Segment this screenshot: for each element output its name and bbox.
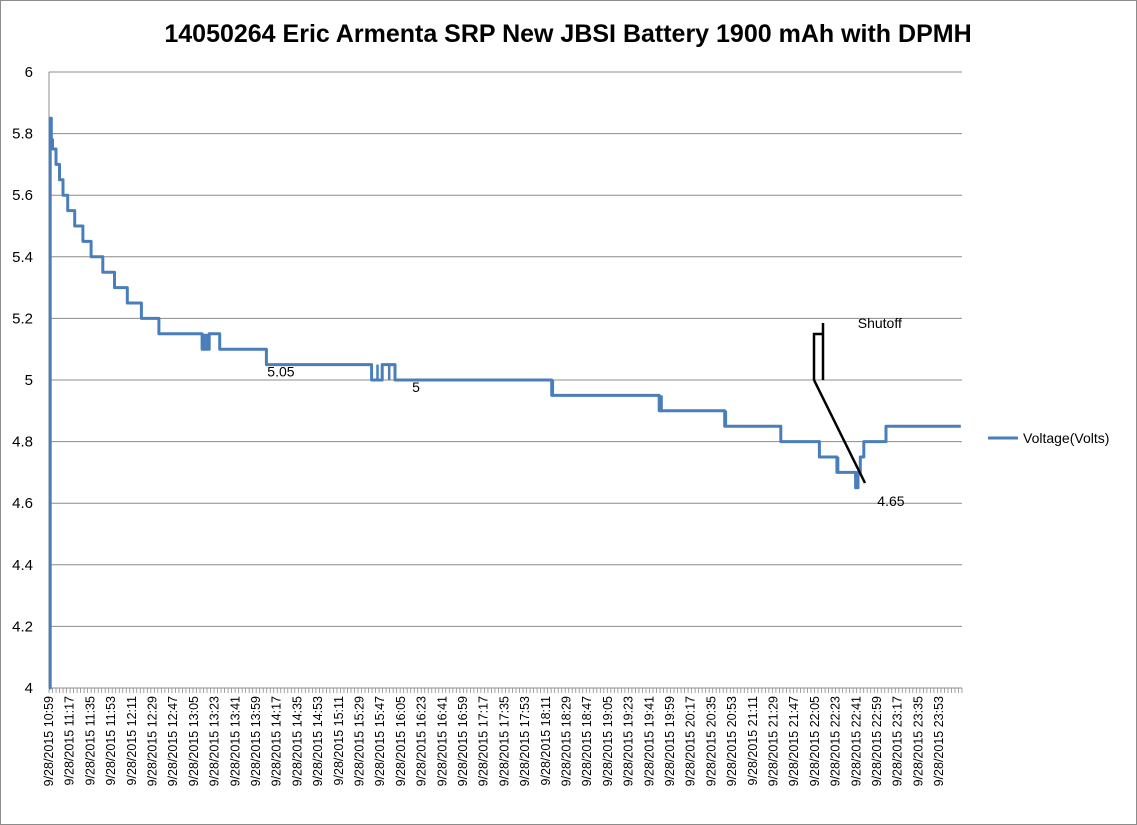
x-tick-label: 9/28/2015 14:35	[290, 696, 304, 786]
x-tick-label: 9/28/2015 22:23	[829, 696, 843, 786]
x-tick-label: 9/28/2015 16:23	[415, 696, 429, 786]
x-tick-label: 9/28/2015 12:11	[125, 696, 139, 785]
y-tick-label: 6	[25, 64, 33, 81]
annotation-label: Shutoff	[858, 315, 902, 331]
x-tick-label: 9/28/2015 13:23	[208, 696, 222, 786]
x-tick-label: 9/28/2015 18:11	[539, 696, 553, 785]
x-tick-label: 9/28/2015 22:05	[808, 696, 822, 786]
annotation-label: 5.05	[267, 364, 294, 380]
x-tick-label: 9/28/2015 21:47	[787, 696, 801, 786]
x-tick-label: 9/28/2015 23:53	[932, 696, 946, 786]
y-tick-label: 5.8	[12, 126, 33, 143]
x-tick-label: 9/28/2015 17:17	[477, 696, 491, 786]
x-tick-label: 9/28/2015 21:29	[767, 696, 781, 786]
x-tick-label: 9/28/2015 12:29	[146, 696, 160, 786]
y-tick-label: 5.6	[12, 187, 33, 204]
x-tick-label: 9/28/2015 13:59	[249, 696, 263, 786]
x-axis	[48, 72, 963, 693]
x-tick-label: 9/28/2015 19:59	[663, 696, 677, 786]
x-tick-label: 9/28/2015 11:53	[104, 696, 118, 785]
x-tick-label: 9/28/2015 20:17	[684, 696, 698, 786]
x-axis-tick-labels: 9/28/2015 10:59 9/28/2015 11:17 9/28/2015 …	[42, 696, 946, 786]
y-tick-label: 5	[25, 372, 33, 389]
y-tick-label: 4	[25, 680, 33, 697]
x-tick-label: 9/28/2015 22:41	[849, 696, 863, 786]
y-axis-tick-labels: 4 4.2 4.4 4.6 4.8 5 5.2 5.4 5.6 5.8 6	[12, 64, 33, 697]
x-tick-label: 9/28/2015 23:35	[911, 696, 925, 786]
x-tick-label: 9/28/2015 19:41	[642, 696, 656, 786]
x-tick-label: 9/28/2015 10:59	[42, 696, 56, 786]
x-tick-label: 9/28/2015 14:53	[311, 696, 325, 786]
y-tick-label: 4.8	[12, 434, 33, 451]
legend-label: Voltage(Volts)	[1023, 430, 1109, 446]
x-tick-label: 9/28/2015 13:05	[187, 696, 201, 786]
x-tick-label: 9/28/2015 20:35	[704, 696, 718, 786]
x-tick-label: 9/28/2015 13:41	[228, 696, 242, 786]
annotation-label: 4.65	[877, 493, 904, 509]
x-tick-label: 9/28/2015 11:17	[63, 696, 77, 785]
y-tick-label: 5.4	[12, 249, 33, 266]
series-layer	[48, 116, 961, 690]
shutoff-pointer-line	[812, 379, 867, 484]
annotation-label: 5	[412, 379, 420, 395]
y-tick-label: 4.2	[12, 618, 33, 635]
x-tick-label: 9/28/2015 12:47	[166, 696, 180, 786]
x-tick-label: 9/28/2015 16:05	[394, 696, 408, 786]
y-gridlines	[49, 71, 962, 627]
x-tick-label: 9/28/2015 17:53	[518, 696, 532, 786]
x-tick-label: 9/28/2015 18:47	[580, 696, 594, 786]
x-tick-label: 9/28/2015 20:53	[725, 696, 739, 786]
chart-title: 14050264 Eric Armenta SRP New JBSI Batte…	[164, 20, 971, 48]
x-tick-label: 9/28/2015 18:29	[560, 696, 574, 786]
x-tick-label: 9/28/2015 19:05	[601, 696, 615, 786]
x-tick-label: 9/28/2015 21:11	[746, 696, 760, 785]
x-tick-label: 9/28/2015 23:17	[891, 696, 905, 786]
x-tick-label: 9/28/2015 15:47	[373, 696, 387, 786]
x-tick-label: 9/28/2015 11:35	[83, 696, 97, 785]
x-tick-label: 9/28/2015 22:59	[870, 696, 884, 786]
x-tick-label: 9/28/2015 14:17	[270, 696, 284, 786]
shutoff-marker	[812, 323, 867, 484]
x-tick-label: 9/28/2015 16:41	[435, 696, 449, 786]
x-tick-label: 9/28/2015 15:11	[332, 696, 346, 785]
y-tick-label: 5.2	[12, 310, 33, 327]
x-tick-label: 9/28/2015 16:59	[456, 696, 470, 786]
x-tick-label: 9/28/2015 19:23	[622, 696, 636, 786]
legend: Voltage(Volts)	[988, 430, 1109, 446]
y-tick-label: 4.4	[12, 557, 33, 574]
x-tick-label: 9/28/2015 15:29	[353, 696, 367, 786]
x-tick-label: 9/28/2015 17:35	[497, 696, 511, 786]
y-tick-label: 4.6	[12, 495, 33, 512]
shutoff-bracket-line	[812, 332, 822, 380]
series-line-voltage	[48, 116, 961, 690]
data-annotations: 5.05 5 4.65 Shutoff	[267, 315, 904, 509]
